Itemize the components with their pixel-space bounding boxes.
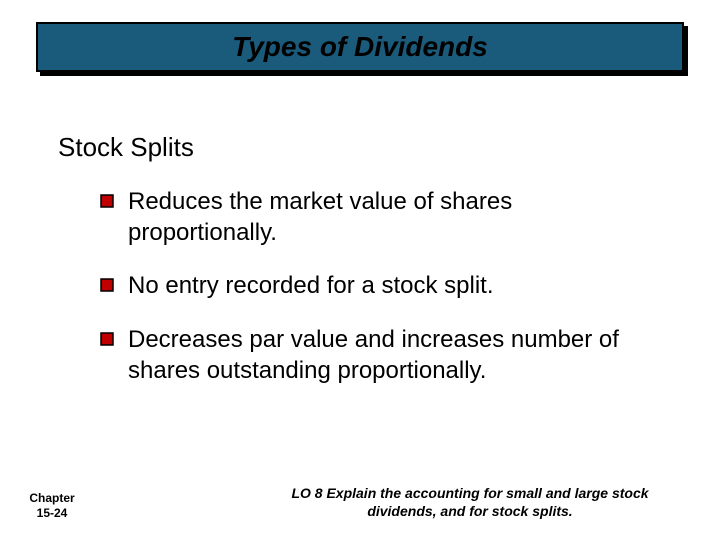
bullet-icon xyxy=(100,194,114,208)
bullet-text: Reduces the market value of shares propo… xyxy=(128,186,660,248)
learning-objective: LO 8 Explain the accounting for small an… xyxy=(260,484,680,520)
bullet-icon xyxy=(100,332,114,346)
bullet-item: Decreases par value and increases number… xyxy=(100,324,660,386)
subtitle: Stock Splits xyxy=(58,132,194,163)
bullet-item: Reduces the market value of shares propo… xyxy=(100,186,660,248)
chapter-label: Chapter 15-24 xyxy=(22,491,82,520)
bullet-text: No entry recorded for a stock split. xyxy=(128,270,493,301)
title-banner: Types of Dividends xyxy=(36,22,684,72)
bullet-icon xyxy=(100,278,114,292)
bullet-text: Decreases par value and increases number… xyxy=(128,324,660,386)
title-text: Types of Dividends xyxy=(232,31,488,63)
bullet-list: Reduces the market value of shares propo… xyxy=(100,186,660,408)
bullet-item: No entry recorded for a stock split. xyxy=(100,270,660,301)
